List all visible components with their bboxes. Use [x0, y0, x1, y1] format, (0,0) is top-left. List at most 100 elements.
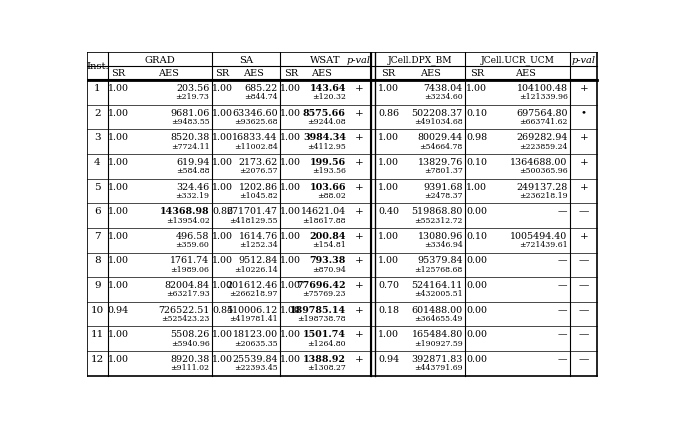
Text: +: +: [579, 232, 588, 241]
Text: 524164.11: 524164.11: [411, 281, 463, 290]
Text: 1388.92: 1388.92: [303, 355, 346, 364]
Text: 18123.00: 18123.00: [232, 330, 278, 339]
Text: ±1989.06: ±1989.06: [171, 266, 209, 274]
Text: 519868.80: 519868.80: [411, 207, 463, 216]
Text: —: —: [558, 330, 567, 339]
Text: 0.70: 0.70: [378, 281, 399, 290]
Text: ±154.81: ±154.81: [312, 241, 346, 249]
Text: ±7801.37: ±7801.37: [424, 167, 463, 175]
Text: Inst.: Inst.: [86, 62, 109, 71]
Text: SR: SR: [470, 69, 484, 78]
Text: +: +: [579, 182, 588, 191]
Text: 619.94: 619.94: [176, 158, 209, 167]
Text: 0.94: 0.94: [378, 355, 399, 364]
Text: +: +: [355, 158, 363, 167]
Text: —: —: [558, 256, 567, 265]
Text: AES: AES: [515, 69, 536, 78]
Text: 80029.44: 80029.44: [418, 133, 463, 142]
Text: 63346.60: 63346.60: [232, 109, 278, 118]
Text: 1.00: 1.00: [280, 84, 301, 93]
Text: AES: AES: [158, 69, 179, 78]
Text: 1.00: 1.00: [107, 256, 129, 265]
Text: WSAT: WSAT: [310, 56, 340, 65]
Text: ±88.02: ±88.02: [317, 192, 346, 200]
Text: 1.00: 1.00: [378, 330, 399, 339]
Text: 269282.94: 269282.94: [516, 133, 567, 142]
Text: +: +: [355, 109, 363, 118]
Text: +: +: [355, 182, 363, 191]
Text: 1.00: 1.00: [466, 182, 487, 191]
Text: 1364688.00: 1364688.00: [510, 158, 567, 167]
Text: —: —: [578, 306, 589, 315]
Text: 7: 7: [94, 232, 101, 241]
Text: ±4112.95: ±4112.95: [307, 143, 346, 150]
Text: ±1308.27: ±1308.27: [307, 364, 346, 372]
Text: ±93625.68: ±93625.68: [234, 118, 278, 126]
Text: —: —: [558, 281, 567, 290]
Text: 6: 6: [94, 207, 101, 216]
Text: 13080.96: 13080.96: [418, 232, 463, 241]
Text: ±2076.57: ±2076.57: [239, 167, 278, 175]
Text: 0.00: 0.00: [466, 306, 487, 315]
Text: p-val: p-val: [572, 56, 596, 65]
Text: ±266218.97: ±266218.97: [229, 290, 278, 298]
Text: GRAD: GRAD: [145, 56, 175, 65]
Text: 1.00: 1.00: [107, 133, 129, 142]
Text: ±193.56: ±193.56: [312, 167, 346, 175]
Text: ±219.73: ±219.73: [175, 93, 209, 101]
Text: 25539.84: 25539.84: [232, 355, 278, 364]
Text: SR: SR: [216, 69, 230, 78]
Text: 510006.12: 510006.12: [226, 306, 278, 315]
Text: ±2478.37: ±2478.37: [425, 192, 463, 200]
Text: ±54664.78: ±54664.78: [420, 143, 463, 150]
Text: 1.00: 1.00: [280, 158, 301, 167]
Text: 793.38: 793.38: [310, 256, 346, 265]
Text: 9512.84: 9512.84: [239, 256, 278, 265]
Text: 0.00: 0.00: [466, 330, 487, 339]
Text: 1.00: 1.00: [212, 355, 233, 364]
Text: 8: 8: [94, 256, 101, 265]
Text: ±432005.51: ±432005.51: [414, 290, 463, 298]
Text: ±359.60: ±359.60: [175, 241, 209, 249]
Text: 9681.06: 9681.06: [170, 109, 209, 118]
Text: 1614.76: 1614.76: [239, 232, 278, 241]
Text: JCell.DPX_BM: JCell.DPX_BM: [388, 55, 452, 65]
Text: ±5940.96: ±5940.96: [171, 340, 209, 348]
Text: AES: AES: [243, 69, 264, 78]
Text: ±500365.96: ±500365.96: [519, 167, 567, 175]
Text: ±663741.62: ±663741.62: [519, 118, 567, 126]
Text: 1.00: 1.00: [280, 355, 301, 364]
Text: 271701.47: 271701.47: [227, 207, 278, 216]
Text: 1.00: 1.00: [212, 330, 233, 339]
Text: ±3234.60: ±3234.60: [424, 93, 463, 101]
Text: —: —: [578, 281, 589, 290]
Text: —: —: [558, 306, 567, 315]
Text: 14621.04: 14621.04: [301, 207, 346, 216]
Text: 165484.80: 165484.80: [411, 330, 463, 339]
Text: 685.22: 685.22: [244, 84, 278, 93]
Text: ±419781.41: ±419781.41: [229, 315, 278, 323]
Text: ±9111.02: ±9111.02: [171, 364, 209, 372]
Text: 0.18: 0.18: [378, 306, 399, 315]
Text: 1.00: 1.00: [280, 281, 301, 290]
Text: 0.94: 0.94: [107, 306, 129, 315]
Text: 7438.04: 7438.04: [424, 84, 463, 93]
Text: 4: 4: [94, 158, 101, 167]
Text: +: +: [579, 133, 588, 142]
Text: 1.00: 1.00: [280, 330, 301, 339]
Text: 11: 11: [91, 330, 104, 339]
Text: ±1045.82: ±1045.82: [239, 192, 278, 200]
Text: ±9244.08: ±9244.08: [307, 118, 346, 126]
Text: 0.98: 0.98: [466, 133, 487, 142]
Text: 9: 9: [94, 281, 101, 290]
Text: 0.10: 0.10: [466, 158, 487, 167]
Text: ±364655.49: ±364655.49: [415, 315, 463, 323]
Text: +: +: [355, 306, 363, 315]
Text: ±721439.61: ±721439.61: [519, 241, 567, 249]
Text: 1501.74: 1501.74: [303, 330, 346, 339]
Text: 0.10: 0.10: [466, 232, 487, 241]
Text: ±9483.55: ±9483.55: [171, 118, 209, 126]
Text: 1.00: 1.00: [280, 109, 301, 118]
Text: ±223859.24: ±223859.24: [519, 143, 567, 150]
Text: ±525423.23: ±525423.23: [161, 315, 209, 323]
